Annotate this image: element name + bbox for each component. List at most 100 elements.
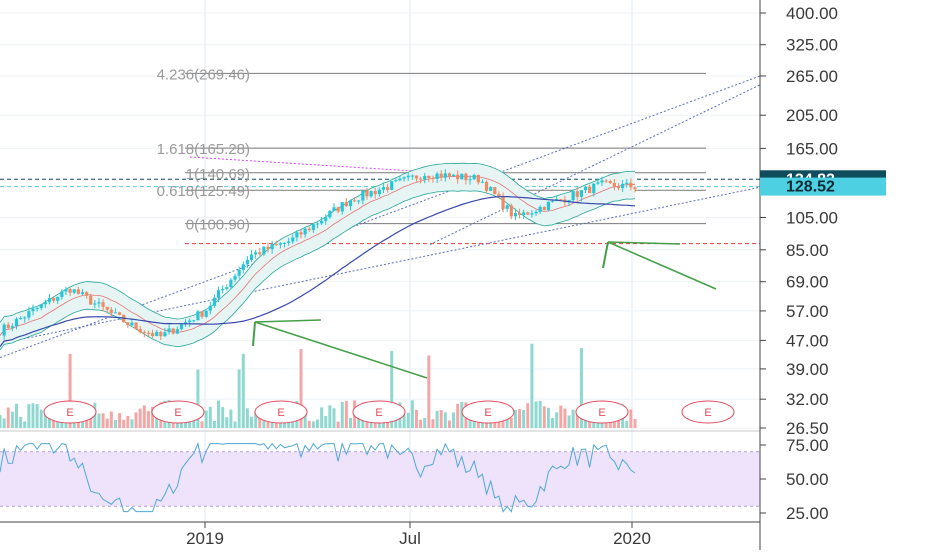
volume-bar [31, 403, 35, 428]
candle-body [287, 241, 291, 243]
volume-bar [118, 413, 122, 428]
volume-bar [39, 409, 43, 428]
volume-bar [122, 419, 126, 428]
volume-bar [460, 401, 464, 428]
candle-body [377, 189, 381, 195]
rsi-tick-label: 25.00 [786, 504, 829, 523]
fib-trend-line [189, 156, 421, 172]
candle-body [10, 326, 14, 328]
candle-body [2, 324, 6, 336]
candle-body [76, 289, 80, 294]
candle-body [423, 175, 427, 180]
candle-body [328, 210, 332, 218]
earnings-label: E [484, 407, 491, 419]
candle-body [295, 232, 299, 238]
volume-bar [134, 412, 138, 428]
candle-body [522, 212, 526, 216]
candle-body [472, 174, 476, 180]
candle-body [361, 190, 365, 201]
earnings-label: E [704, 407, 711, 419]
candle-body [212, 297, 217, 306]
candle-body [365, 190, 369, 197]
candle-body [332, 207, 336, 211]
volume-bar [575, 409, 579, 428]
band-upper [0, 162, 636, 323]
earnings-badge [43, 400, 97, 424]
y-tick-label: 325.00 [786, 36, 838, 55]
volume-bar [254, 412, 258, 428]
volume-bar [229, 409, 233, 428]
volume-bar [204, 410, 208, 428]
volume-bar [101, 413, 105, 428]
volume-bar [43, 413, 47, 428]
volume-bar [89, 414, 93, 428]
candle-body [6, 324, 10, 328]
candle-body [588, 186, 592, 194]
rsi-line [0, 441, 636, 513]
candle-body [633, 187, 637, 190]
volume-bar [414, 409, 418, 428]
earnings-label: E [66, 407, 73, 419]
candle-body [583, 186, 588, 191]
volume-bar [546, 407, 550, 428]
candle-body [484, 181, 489, 191]
x-tick-label: Jul [399, 529, 421, 548]
earnings-badge [151, 400, 205, 424]
candle-body [324, 217, 328, 221]
candle-body [167, 328, 171, 333]
candle-body [571, 191, 575, 201]
volume-bar [35, 404, 39, 428]
candle-body [468, 179, 472, 181]
candle-body [526, 212, 530, 215]
volume-bar [513, 409, 517, 428]
candle-body [138, 328, 142, 333]
y-tick-label: 32.00 [786, 390, 829, 409]
volume-bar [542, 406, 546, 428]
candle-body [439, 173, 443, 178]
candle-body [480, 181, 485, 183]
volume-bar [332, 408, 336, 428]
candlesticks [2, 169, 637, 340]
candle-body [431, 177, 435, 179]
earnings-badge [461, 400, 515, 424]
y-tick-label: 57.00 [786, 302, 829, 321]
candle-body [592, 183, 596, 194]
volume-bar [307, 420, 311, 428]
candle-body [447, 173, 452, 177]
candle-body [608, 181, 612, 183]
candle-body [373, 191, 377, 195]
volume-bar [427, 355, 431, 428]
volume-bar [113, 419, 117, 428]
y-tick-label: 205.00 [786, 106, 838, 125]
volume-bar [138, 408, 142, 428]
y-tick-label: 69.00 [786, 273, 829, 292]
candle-body [258, 252, 262, 255]
y-tick-label: 47.00 [786, 331, 829, 350]
volume-bar [303, 413, 307, 428]
candle-body [142, 332, 146, 334]
candle-body [262, 246, 266, 255]
candle-body [443, 173, 447, 178]
candle-body [505, 205, 509, 209]
volume-bar [431, 419, 435, 428]
volume-bar [522, 409, 526, 428]
candle-body [175, 329, 179, 334]
volume-bar [324, 416, 328, 428]
earnings-badge [254, 400, 308, 424]
candle-body [435, 173, 439, 179]
candle-body [307, 228, 311, 231]
earnings-badge [575, 400, 629, 424]
candle-body [72, 289, 76, 293]
candle-body [340, 202, 344, 212]
candle-body [196, 311, 200, 321]
time-axis: 2019 Jul 2020 [186, 522, 651, 548]
candle-body [629, 182, 633, 188]
candle-body [200, 311, 204, 317]
moving-average-line [0, 195, 636, 348]
candle-body [394, 180, 398, 182]
x-tick-label: 2019 [186, 529, 224, 548]
candle-body [14, 318, 19, 327]
candle-body [476, 174, 480, 183]
